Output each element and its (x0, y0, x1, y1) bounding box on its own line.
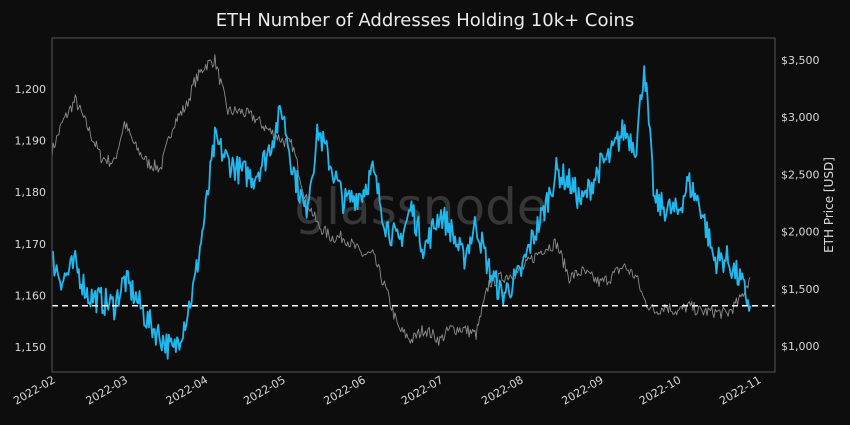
right-tick-label: $3,000 (781, 111, 820, 124)
right-tick-label: $1,500 (781, 283, 820, 296)
x-tick-label: 2022-06 (322, 373, 368, 407)
plot-frame (51, 37, 776, 373)
x-tick-label: 2022-11 (717, 373, 763, 407)
left-axis-ticks: 1,150 1,160 1,170 1,180 1,190 1,200 (15, 83, 47, 354)
right-tick-label: $1,000 (781, 340, 820, 353)
right-tick-label: $3,500 (781, 54, 820, 67)
left-tick-label: 1,200 (15, 83, 47, 96)
x-tick-label: 2022-10 (637, 373, 683, 407)
eth-price-line (51, 54, 751, 346)
right-axis-label: ETH Price [USD] (822, 157, 836, 253)
chart-title: ETH Number of Addresses Holding 10k+ Coi… (215, 10, 635, 31)
addresses-line (51, 65, 752, 360)
left-tick-label: 1,160 (15, 289, 47, 302)
x-axis-ticks: 2022-02 2022-03 2022-04 2022-05 2022-06 2022-… (11, 373, 763, 407)
watermark: glassnode (294, 178, 547, 236)
right-tick-label: $2,500 (781, 168, 820, 181)
x-tick-label: 2022-04 (164, 373, 210, 407)
left-tick-label: 1,170 (15, 238, 47, 251)
left-tick-label: 1,190 (15, 135, 47, 148)
left-tick-label: 1,180 (15, 186, 47, 199)
left-tick-label: 1,150 (15, 341, 47, 354)
x-tick-label: 2022-08 (479, 373, 525, 407)
x-tick-label: 2022-05 (241, 373, 287, 407)
right-axis-ticks: $1,000 $1,500 $2,000 $2,500 $3,000 $3,500 (781, 54, 820, 353)
right-tick-label: $2,000 (781, 226, 820, 239)
x-tick-label: 2022-07 (399, 373, 445, 407)
x-tick-label: 2022-02 (11, 373, 57, 407)
x-tick-label: 2022-03 (84, 373, 130, 407)
x-tick-label: 2022-09 (559, 373, 605, 407)
